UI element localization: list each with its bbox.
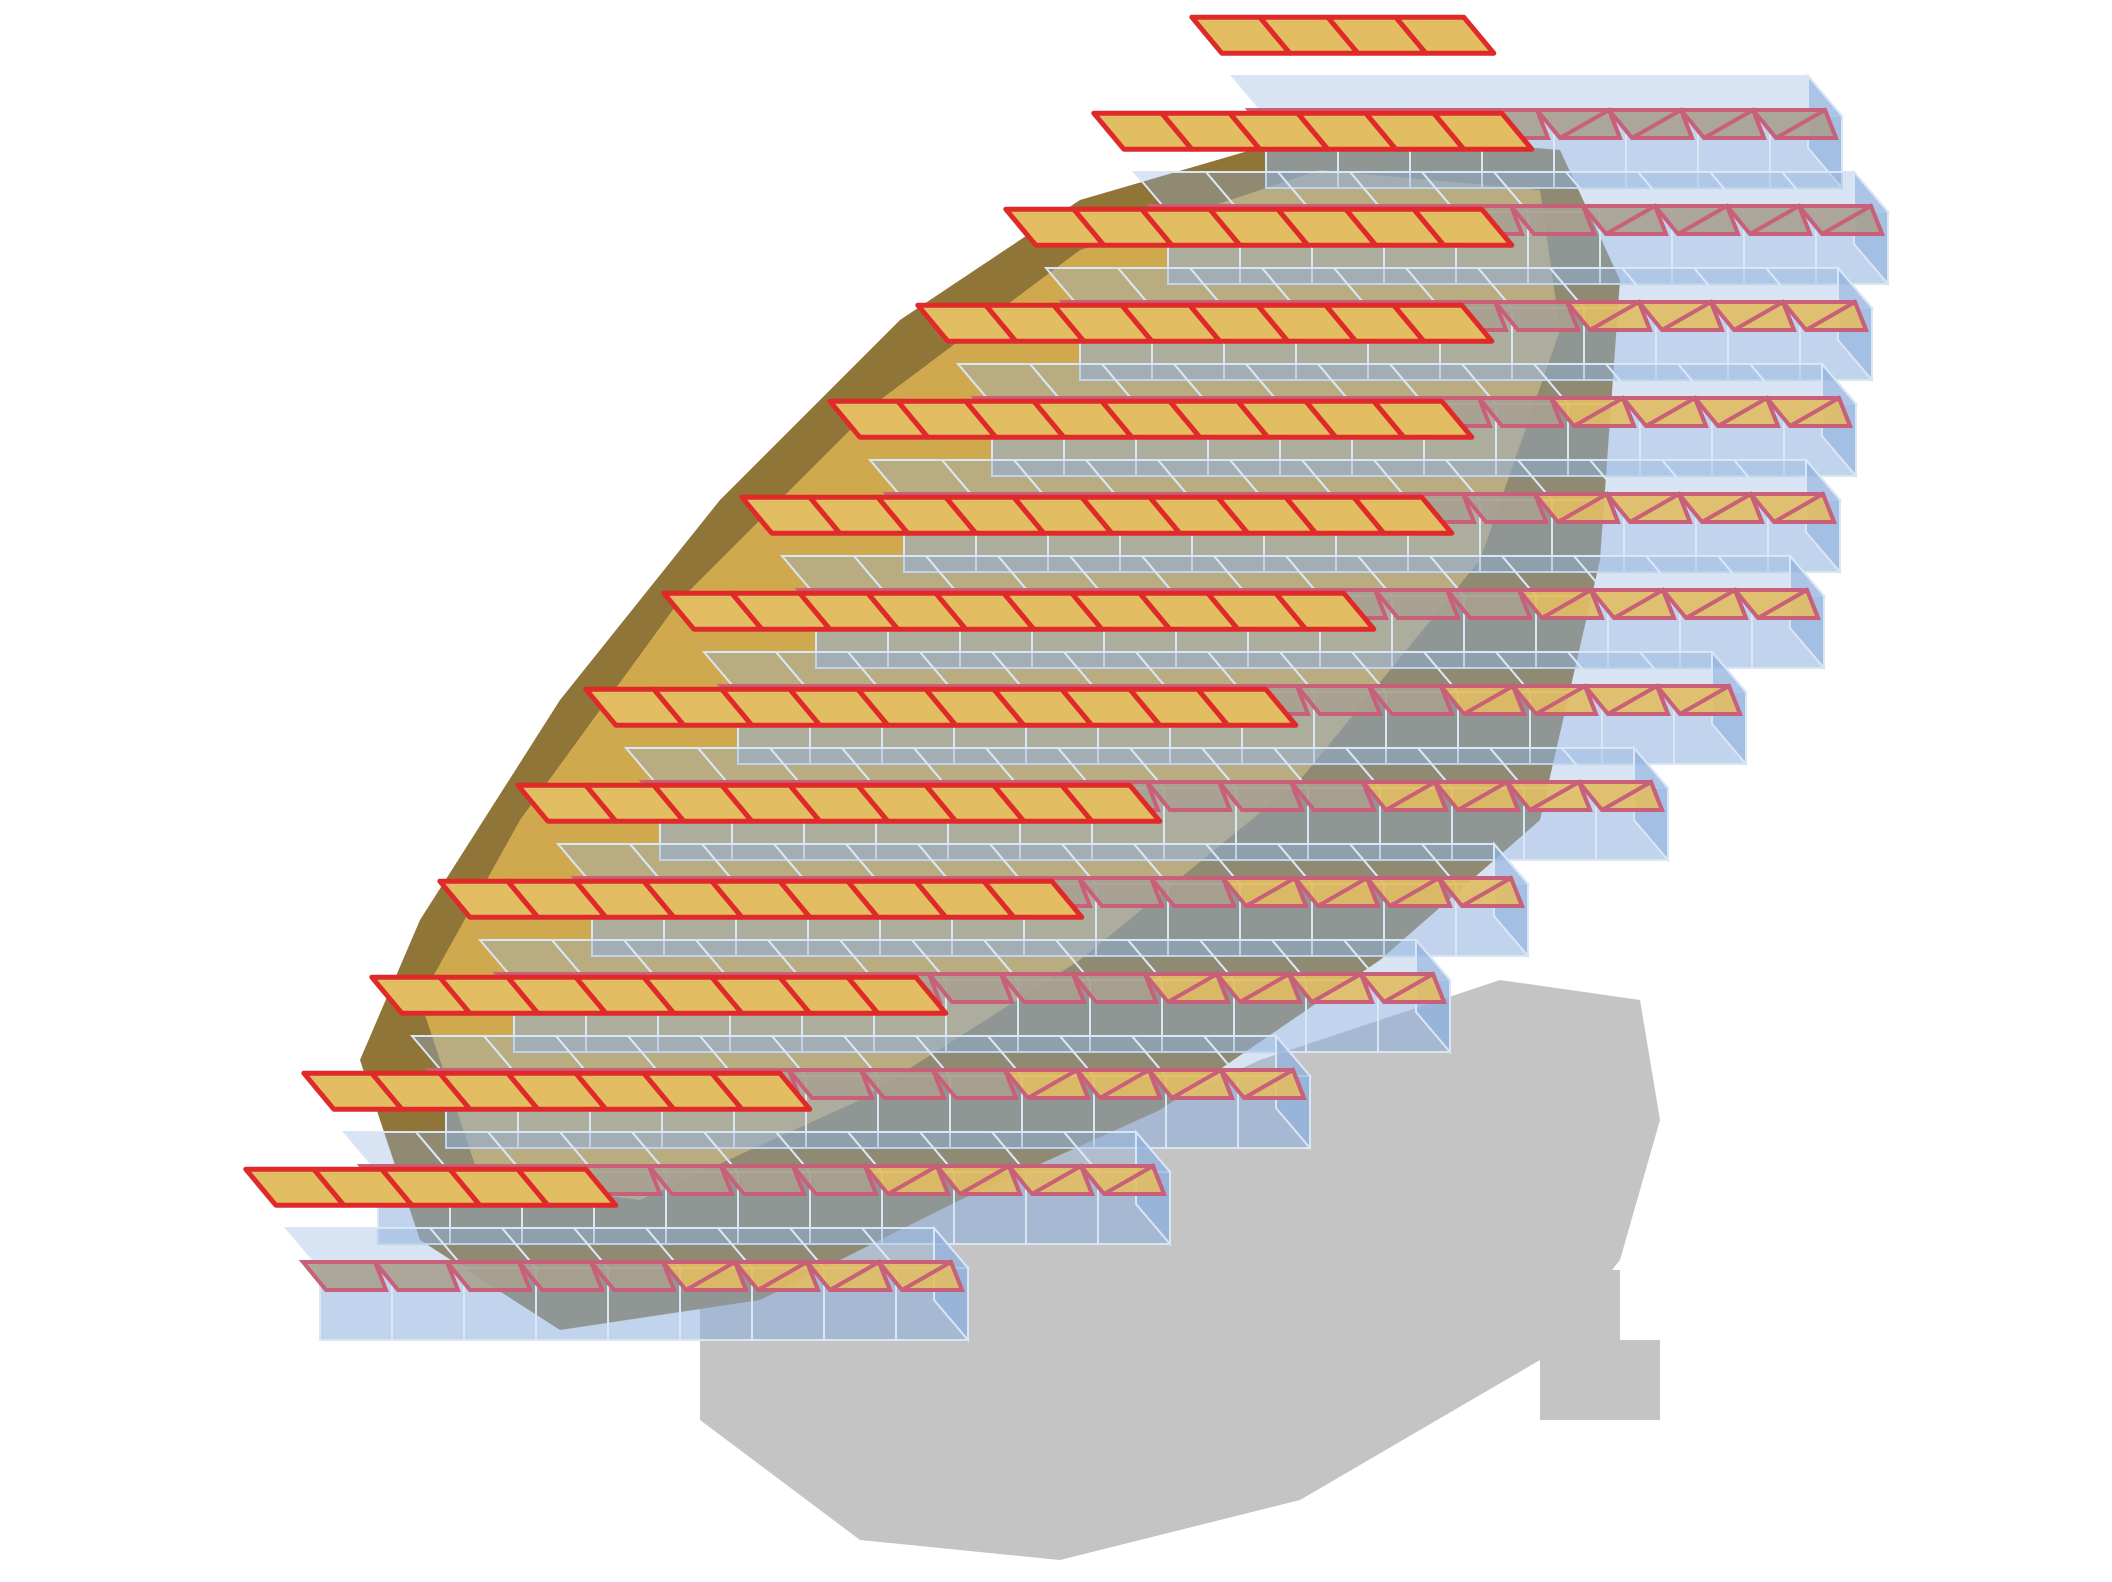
mesh-cell	[1371, 398, 1475, 440]
mesh-triangle-edge	[1757, 587, 1820, 620]
voxel-row	[1003, 206, 1875, 383]
mesh-triangle-edge	[1821, 203, 1884, 236]
mesh-triangle-edge	[1775, 107, 1838, 140]
shadow-step	[1460, 1200, 1580, 1280]
voxel-row	[301, 1070, 1173, 1247]
shadow-step	[1380, 1060, 1500, 1140]
mesh-triangle-edge	[901, 1259, 964, 1292]
mesh-triangle-edge	[1243, 1067, 1306, 1100]
mesh-triangle-edge	[1601, 779, 1664, 812]
ground-shadow	[700, 980, 1660, 1560]
mesh-cell	[1431, 110, 1535, 152]
shadow-step	[1420, 1130, 1540, 1210]
mesh-facet	[298, 1260, 389, 1292]
mesh-cell	[515, 1166, 619, 1208]
shadow-step	[1540, 1340, 1660, 1420]
voxel-row	[1091, 110, 1891, 287]
mesh-cell	[1351, 494, 1455, 536]
mesh-cell	[709, 1070, 813, 1112]
mesh-triangle-edge	[1679, 683, 1742, 716]
mesh-triangle-edge	[1461, 875, 1524, 908]
voxel-row	[515, 782, 1531, 959]
mesh-triangle-edge	[1789, 395, 1852, 428]
mesh-triangle-edge	[1805, 299, 1868, 332]
mesh-cell	[981, 878, 1085, 920]
voxel-row	[437, 878, 1453, 1055]
mesh-cell	[1411, 206, 1515, 248]
mesh-triangle-edge	[1383, 971, 1446, 1004]
voxel-row	[1189, 14, 1845, 191]
mesh-cell	[1273, 590, 1377, 632]
mesh-cell	[1393, 14, 1497, 56]
mesh-cell	[1059, 782, 1163, 824]
mesh-cell	[845, 974, 949, 1016]
voxel-row	[243, 1166, 971, 1343]
mesh-cell	[1195, 686, 1299, 728]
voxel-rows	[243, 14, 1891, 1343]
mesh-triangle-edge	[1773, 491, 1836, 524]
mesh-triangle-edge	[1103, 1163, 1166, 1196]
shadow-step	[1500, 1270, 1620, 1350]
mesh-cell	[1391, 302, 1495, 344]
